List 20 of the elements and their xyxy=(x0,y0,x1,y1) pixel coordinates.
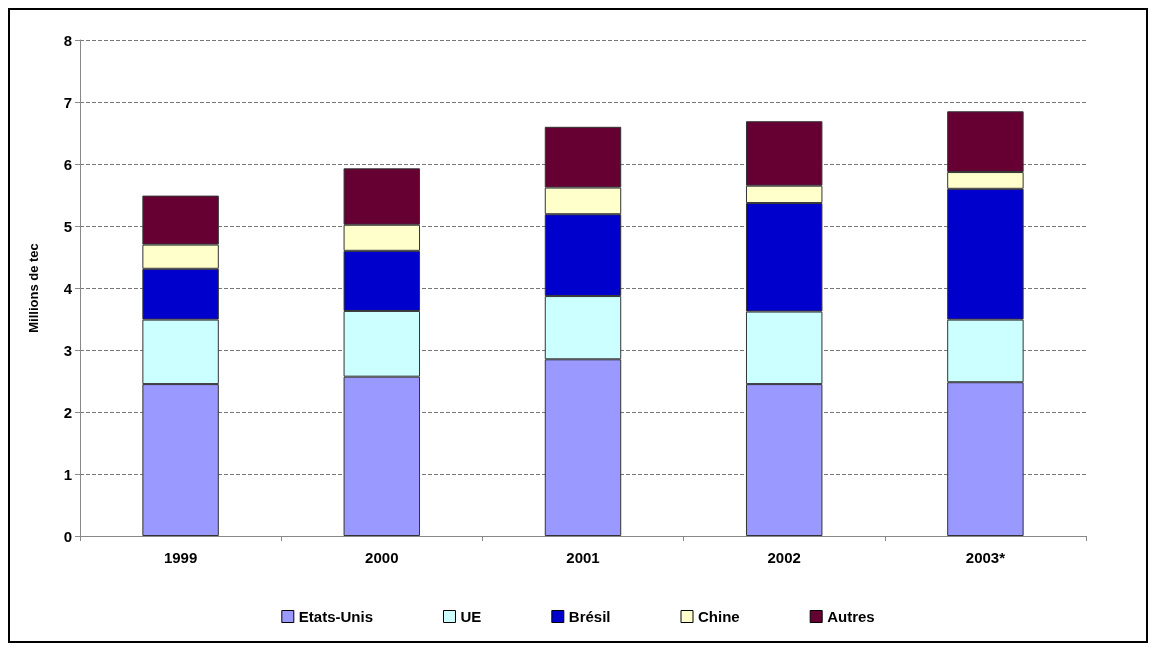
y-tick-label: 7 xyxy=(63,93,72,111)
y-tick-label: 1 xyxy=(63,465,72,483)
legend-label: Etats-Unis xyxy=(298,608,373,625)
legend-label: Autres xyxy=(827,608,875,625)
legend-label: Chine xyxy=(698,608,740,625)
y-axis-title: Millions de tec xyxy=(26,243,41,333)
legend-label: UE xyxy=(460,608,482,625)
y-tick-label: 2 xyxy=(63,403,72,421)
y-tick-label: 0 xyxy=(63,527,72,545)
y-tick-label: 8 xyxy=(63,31,72,49)
y-tick-label: 4 xyxy=(63,279,73,297)
y-tick-label: 3 xyxy=(63,341,72,359)
x-tick-label: 2002 xyxy=(767,549,801,566)
x-tick-label: 2000 xyxy=(365,549,399,566)
x-tick-label: 2001 xyxy=(566,549,600,566)
x-tick-label: 2003* xyxy=(965,549,1006,566)
y-tick-label: 5 xyxy=(63,217,72,235)
y-tick-label: 6 xyxy=(63,155,72,173)
x-tick-label: 1999 xyxy=(163,549,198,566)
legend-label: Brésil xyxy=(568,608,611,625)
